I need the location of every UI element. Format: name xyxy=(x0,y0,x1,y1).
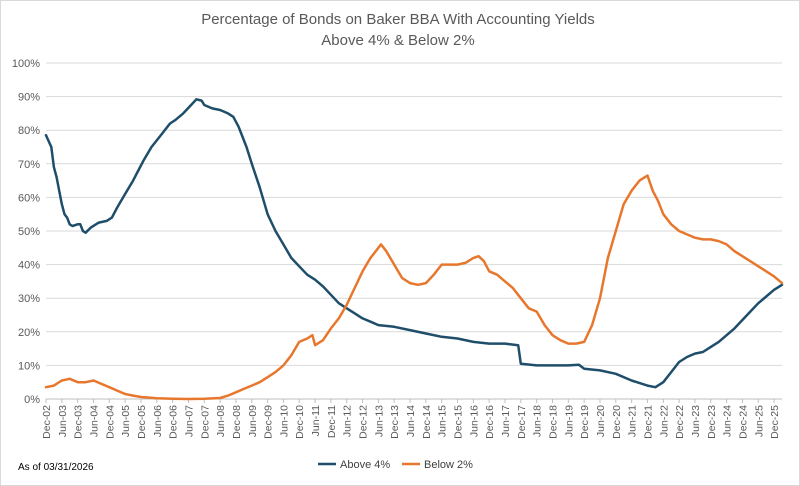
x-tick-label: Dec-24 xyxy=(737,405,749,439)
as-of-date: As of 03/31/2026 xyxy=(18,462,94,473)
y-tick-label: 10% xyxy=(18,360,40,372)
x-tick-label: Jun-20 xyxy=(595,405,607,437)
x-tick-label: Dec-03 xyxy=(73,405,85,439)
x-tick-label: Jun-04 xyxy=(88,405,100,437)
x-tick-label: Jun-13 xyxy=(373,405,385,437)
x-tick-label: Dec-06 xyxy=(168,405,180,439)
legend-label: Below 2% xyxy=(424,459,473,471)
x-tick-label: Dec-15 xyxy=(453,405,465,439)
y-tick-label: 40% xyxy=(18,260,40,272)
y-tick-label: 60% xyxy=(18,192,40,204)
x-tick-label: Jun-24 xyxy=(722,405,734,437)
x-tick-label: Dec-25 xyxy=(769,405,781,439)
x-tick-label: Dec-02 xyxy=(41,405,53,439)
x-tick-label: Dec-14 xyxy=(421,405,433,439)
x-tick-label: Dec-20 xyxy=(611,405,623,439)
x-tick-label: Jun-15 xyxy=(437,405,449,437)
x-tick-label: Jun-19 xyxy=(563,405,575,437)
x-tick-label: Dec-19 xyxy=(579,405,591,439)
chart-subtitle: Above 4% & Below 2% xyxy=(321,32,474,49)
x-tick-label: Jun-09 xyxy=(247,405,259,437)
series-lines xyxy=(44,98,784,401)
x-tick-label: Dec-04 xyxy=(104,405,116,439)
x-axis: Dec-02 Jun-03 Dec-03 Jun-04 Dec-04 Jun-05 Dec-… xyxy=(41,399,781,439)
y-tick-label: 80% xyxy=(18,125,40,137)
x-tick-label: Dec-18 xyxy=(547,405,559,439)
x-tick-label: Dec-05 xyxy=(136,405,148,439)
x-tick-label: Jun-21 xyxy=(627,405,639,437)
y-tick-label: 30% xyxy=(18,293,40,305)
x-tick-label: Dec-13 xyxy=(389,405,401,439)
legend: Above 4% Below 2% xyxy=(318,459,473,471)
x-tick-label: Dec-08 xyxy=(231,405,243,439)
x-tick-label: Jun-25 xyxy=(753,405,765,437)
x-tick-label: Jun-17 xyxy=(500,405,512,437)
x-tick-label: Jun-10 xyxy=(278,405,290,437)
x-tick-label: Dec-09 xyxy=(263,405,275,439)
y-tick-label: 50% xyxy=(18,226,40,238)
x-tick-label: Jun-14 xyxy=(405,405,417,437)
chart-title: Percentage of Bonds on Baker BBA With Ac… xyxy=(201,11,595,28)
series-below-2-line xyxy=(44,174,784,401)
y-tick-label: 70% xyxy=(18,159,40,171)
x-tick-label: Jun-11 xyxy=(310,405,322,436)
y-tick-label: 0% xyxy=(24,394,40,406)
x-tick-label: Dec-16 xyxy=(484,405,496,439)
x-tick-label: Jun-03 xyxy=(57,405,69,437)
x-tick-label: Dec-12 xyxy=(358,405,370,439)
x-tick-label: Dec-17 xyxy=(516,405,528,439)
legend-label: Above 4% xyxy=(340,459,390,471)
x-tick-label: Jun-18 xyxy=(532,405,544,437)
x-tick-label: Dec-22 xyxy=(674,405,686,439)
y-tick-label: 90% xyxy=(18,92,40,104)
x-tick-label: Jun-22 xyxy=(658,405,670,437)
y-tick-label: 100% xyxy=(12,58,40,70)
gridlines xyxy=(46,62,782,400)
x-tick-label: Dec-07 xyxy=(199,405,211,439)
x-tick-label: Jun-08 xyxy=(215,405,227,437)
y-axis: 0% 10% 20% 30% 40% 50% 60% 70% 80% 90% 100% xyxy=(12,58,40,406)
x-tick-label: Jun-06 xyxy=(152,405,164,437)
series-above-4-line xyxy=(44,98,784,389)
x-tick-label: Jun-23 xyxy=(690,405,702,437)
x-tick-label: Jun-16 xyxy=(468,405,480,437)
x-tick-label: Dec-21 xyxy=(642,405,654,439)
x-tick-label: Dec-23 xyxy=(706,405,718,439)
x-tick-label: Jun-12 xyxy=(342,405,354,437)
y-tick-label: 20% xyxy=(18,327,40,339)
x-tick-label: Dec-11 xyxy=(326,405,338,438)
x-tick-label: Dec-10 xyxy=(294,405,306,439)
x-tick-label: Jun-05 xyxy=(120,405,132,437)
x-tick-label: Jun-07 xyxy=(183,405,195,437)
